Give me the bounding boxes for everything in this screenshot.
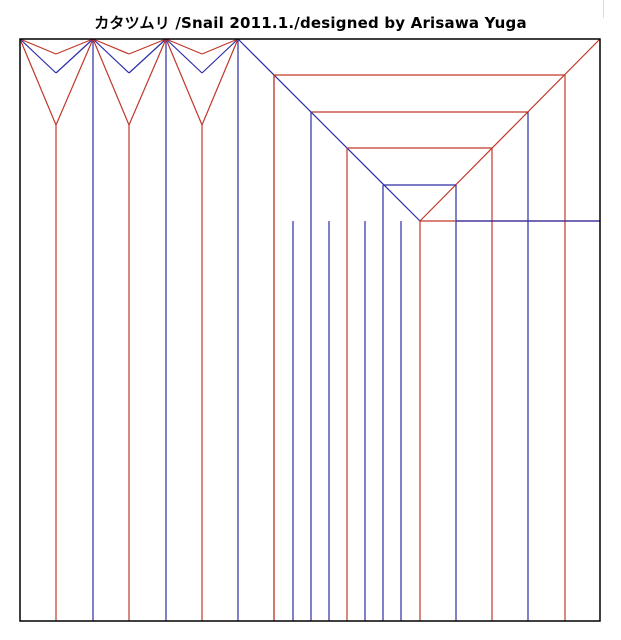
mountain-crease-line — [419, 38, 601, 222]
valley-crease-line — [92, 38, 130, 74]
valley-crease-line — [165, 38, 203, 74]
valley-crease-line — [19, 38, 57, 74]
mountain-crease-line — [201, 38, 239, 55]
paper-square-border — [19, 38, 601, 622]
mountain-crease-line — [165, 38, 203, 126]
diagram-title: カタツムリ /Snail 2011.1./designed by Arisawa… — [94, 14, 527, 32]
valley-crease-line — [55, 38, 94, 74]
mountain-crease-line — [55, 38, 94, 55]
mountain-crease-line — [165, 38, 203, 55]
mountain-crease-line — [201, 38, 239, 126]
valley-crease-line — [237, 38, 421, 222]
mountain-crease-line — [92, 38, 130, 55]
mountain-crease-line — [19, 38, 57, 126]
valley-crease-line — [128, 38, 167, 74]
mountain-crease-line — [92, 38, 130, 126]
mountain-crease-line — [55, 38, 94, 126]
mountain-crease-line — [128, 38, 167, 126]
page-corner-mark — [603, 0, 621, 18]
mountain-crease-line — [19, 38, 57, 55]
mountain-crease-line — [128, 38, 167, 55]
valley-crease-line — [201, 38, 239, 74]
